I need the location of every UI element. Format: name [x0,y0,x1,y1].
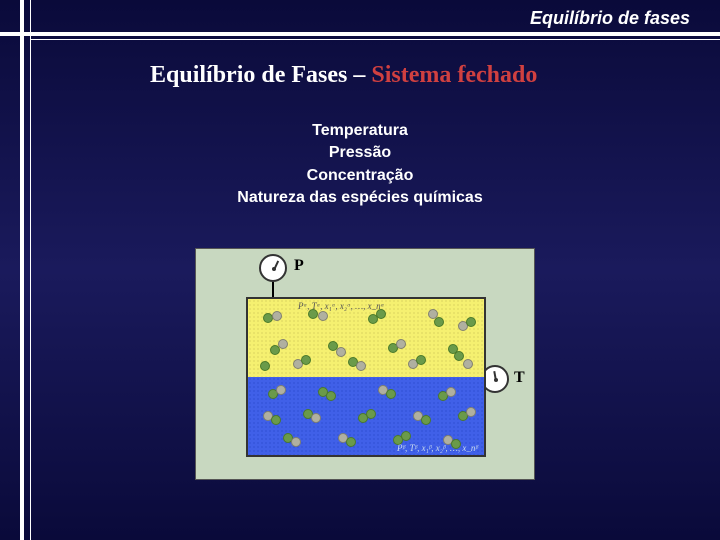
molecule-icon [301,355,311,365]
molecule-icon [318,311,328,321]
pressure-label: P [294,257,304,275]
molecule-icon [396,339,406,349]
molecule-icon [454,351,464,361]
border-vline-thin [30,0,31,540]
molecule-icon [401,431,411,441]
pressure-gauge-icon [259,254,287,282]
subtitle-part1: Equilíbrio de Fases [150,62,353,88]
molecule-icon [311,413,321,423]
factor-item: Pressão [0,142,720,164]
molecule-icon [463,359,473,369]
gauge-center [494,378,498,382]
factor-item: Natureza das espécies químicas [0,187,720,209]
header: Equilíbrio de fases [0,0,720,40]
subtitle-dash: – [353,62,371,88]
slide-subtitle: Equilíbrio de Fases – Sistema fechado [150,62,537,89]
molecule-icon [386,389,396,399]
phase-alpha: Pᵅ, Tᵅ, x₁ᵅ, x₂ᵅ, …, x_nᵅ [248,299,484,377]
molecule-icon [270,345,280,355]
molecule-icon [272,311,282,321]
phase-container: Pᵅ, Tᵅ, x₁ᵅ, x₂ᵅ, …, x_nᵅ Pᵝ, Tᵝ, x₁ᵝ, x… [246,297,486,457]
molecule-icon [451,439,461,449]
molecule-icon [466,407,476,417]
molecule-icon [466,317,476,327]
molecule-icon [326,391,336,401]
molecule-icon [376,309,386,319]
molecule-icon [446,387,456,397]
molecule-icon [308,309,318,319]
gauge-center [272,267,276,271]
border-hline-thick [0,32,720,36]
factor-item: Concentração [0,165,720,187]
molecule-icon [366,409,376,419]
subtitle-part2: Sistema fechado [371,62,537,88]
molecule-icon [356,361,366,371]
border-hline-thin [30,39,720,40]
factors-list: Temperatura Pressão Concentração Naturez… [0,120,720,210]
phase-beta: Pᵝ, Tᵝ, x₁ᵝ, x₂ᵝ, …, x_nᵝ [248,377,484,455]
molecule-icon [434,317,444,327]
phase-diagram: P T Pᵅ, Tᵅ, x₁ᵅ, x₂ᵅ, …, x_nᵅ Pᵝ, Tᵝ, x₁… [195,248,535,480]
temperature-label: T [514,369,525,387]
header-title: Equilíbrio de fases [530,8,690,29]
border-vline-thick [20,0,24,540]
molecule-icon [260,361,270,371]
formula-beta: Pᵝ, Tᵝ, x₁ᵝ, x₂ᵝ, …, x_nᵝ [397,443,478,453]
molecule-icon [291,437,301,447]
molecule-icon [346,437,356,447]
factor-item: Temperatura [0,120,720,142]
molecule-icon [271,415,281,425]
molecule-icon [421,415,431,425]
molecule-icon [416,355,426,365]
molecule-icon [336,347,346,357]
molecule-icon [276,385,286,395]
